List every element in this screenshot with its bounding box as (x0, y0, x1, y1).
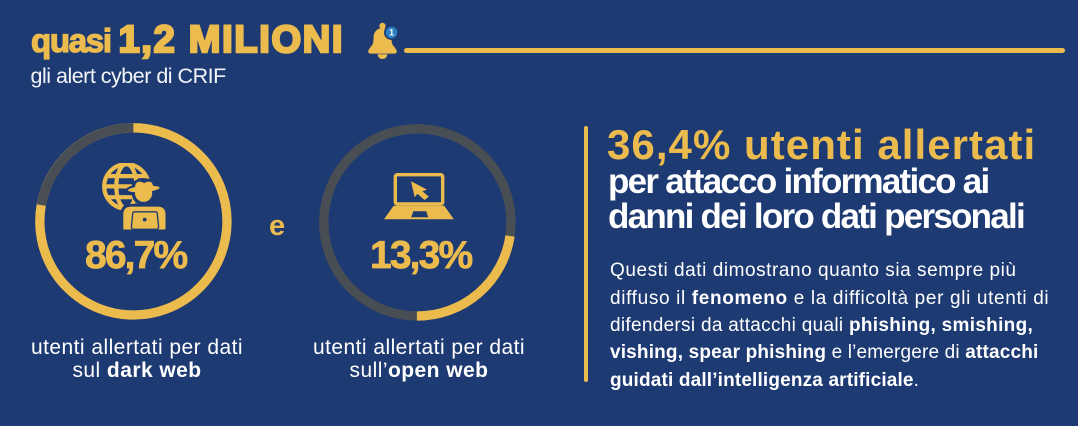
svg-text:1: 1 (389, 28, 394, 38)
